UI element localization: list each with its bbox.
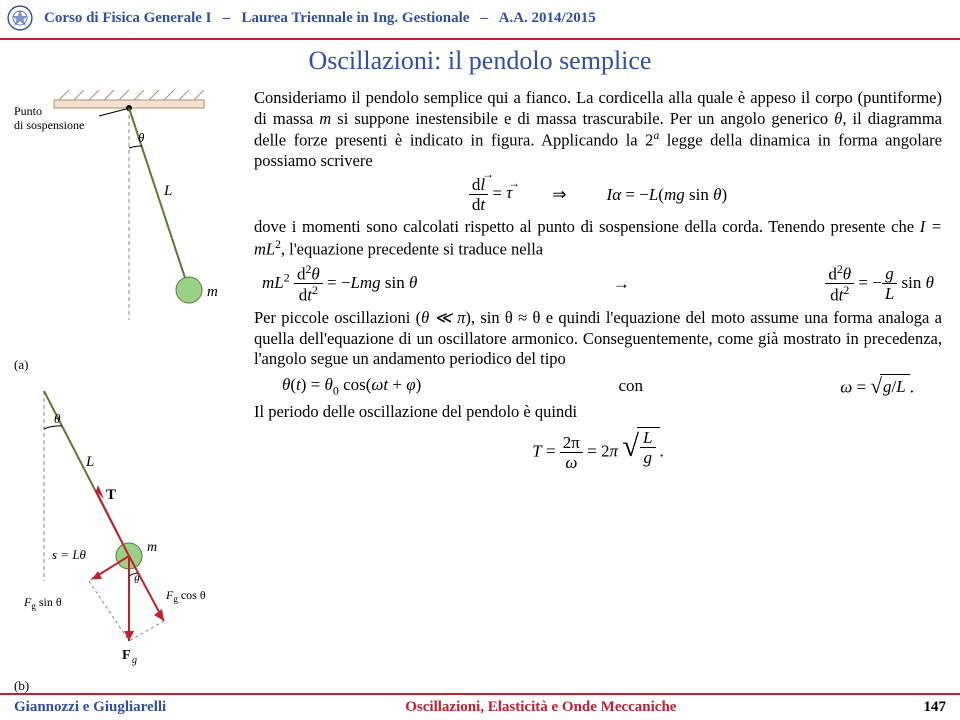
- pendulum-diagram-a: θ L m Punto di sospensione: [14, 90, 244, 350]
- course-name: Corso di Fisica Generale I: [44, 10, 211, 26]
- page-title: Oscillazioni: il pendolo semplice: [0, 46, 960, 76]
- equation-motion: mL2 d2θdt2 = −Lmg sin θ → d2θdt2 = −gL s…: [262, 264, 934, 304]
- svg-text:L: L: [85, 454, 94, 470]
- header-bar: Corso di Fisica Generale I – Laurea Trie…: [0, 0, 960, 40]
- equation-period: T = 2πω = 2π √Lg.: [254, 427, 942, 471]
- paragraph-2: dove i momenti sono calcolati rispetto a…: [254, 217, 942, 260]
- svg-text:θ: θ: [138, 130, 145, 145]
- svg-text:θ: θ: [134, 574, 140, 586]
- equation-solution: θ(t) = θ0 cos(ωt + φ) con ω = √g/L.: [262, 374, 934, 398]
- svg-text:m: m: [147, 540, 157, 555]
- svg-text:Fg sin θ: Fg sin θ: [23, 595, 62, 611]
- text-column: Consideriamo il pendolo semplice qui a f…: [254, 84, 942, 694]
- svg-text:F: F: [122, 648, 131, 663]
- paragraph-4: Il periodo delle oscillazione del pendol…: [254, 402, 942, 423]
- footer-authors: Giannozzi e Giugliarelli: [14, 699, 166, 716]
- academic-year: A.A. 2014/2015: [499, 10, 596, 26]
- svg-text:θ: θ: [54, 411, 61, 426]
- footer-page: 147: [915, 699, 946, 716]
- svg-text:di sospensione: di sospensione: [14, 118, 84, 132]
- svg-text:Punto: Punto: [14, 104, 42, 118]
- diagram-a-label: (a): [14, 357, 244, 373]
- university-seal-icon: [6, 4, 34, 32]
- svg-text:s = Lθ: s = Lθ: [52, 547, 87, 562]
- footer-title: Oscillazioni, Elasticità e Onde Meccanic…: [405, 699, 676, 716]
- diagrams-column: θ L m Punto di sospensione (a) θ L m: [14, 84, 254, 694]
- paragraph-1: Consideriamo il pendolo semplice qui a f…: [254, 88, 942, 172]
- equation-angular-momentum: dl→dt = τ→ ⇒ Iα = −L(mg sin θ): [254, 176, 942, 213]
- svg-text:T: T: [106, 487, 116, 503]
- svg-text:Fg cos θ: Fg cos θ: [165, 588, 206, 604]
- degree-name: Laurea Triennale in Ing. Gestionale: [241, 10, 469, 26]
- header-text: Corso di Fisica Generale I – Laurea Trie…: [44, 10, 950, 27]
- svg-text:m: m: [207, 284, 218, 300]
- svg-text:g: g: [132, 655, 137, 666]
- paragraph-3: Per piccole oscillazioni (θ ≪ π), sin θ …: [254, 308, 942, 370]
- content-area: θ L m Punto di sospensione (a) θ L m: [0, 84, 960, 694]
- footer-bar: Giannozzi e Giugliarelli Oscillazioni, E…: [0, 693, 960, 716]
- diagram-b-label: (b): [14, 678, 244, 694]
- svg-text:L: L: [163, 183, 172, 199]
- pendulum-diagram-b: θ L m T Fg Fg sin θ Fg cos θ: [14, 381, 244, 671]
